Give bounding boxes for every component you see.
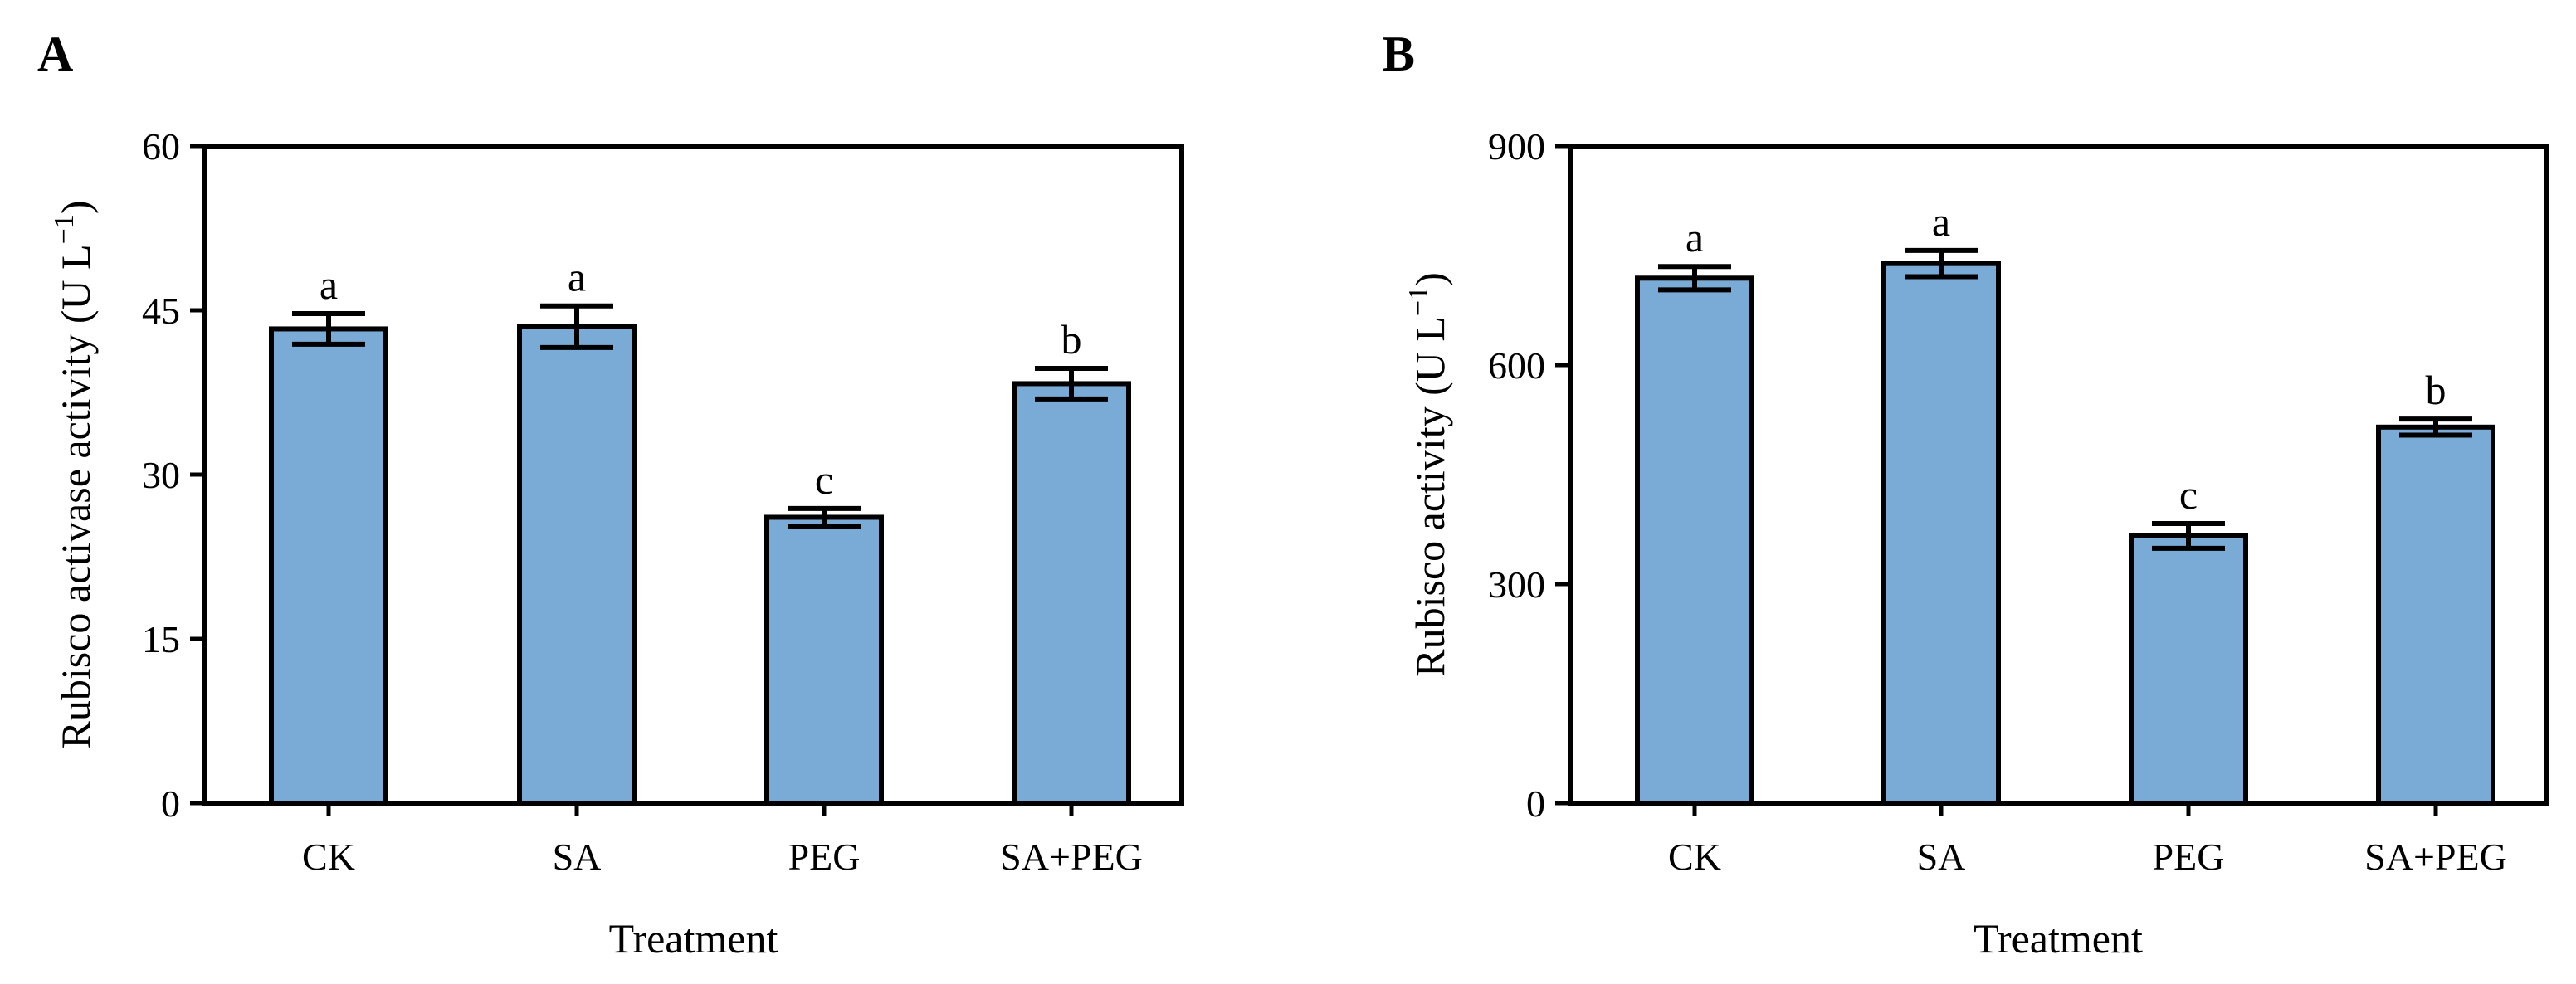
significance-label: b bbox=[2426, 367, 2447, 413]
bar-peg bbox=[764, 514, 884, 806]
bar-peg bbox=[2129, 533, 2248, 806]
y-axis-title: Rubisco activity (U L−1) bbox=[1403, 272, 1453, 677]
panel-label: A bbox=[37, 27, 73, 81]
x-tick-label: PEG bbox=[2153, 835, 2225, 878]
plot-frame bbox=[1568, 144, 2549, 806]
x-tick-label: CK bbox=[1668, 835, 1721, 878]
significance-label: c bbox=[2179, 471, 2198, 518]
x-tick-label: SA+PEG bbox=[2364, 835, 2507, 878]
significance-label: a bbox=[568, 254, 586, 300]
y-tick-label: 900 bbox=[1488, 125, 1545, 168]
plot-frame bbox=[202, 144, 1184, 806]
panel-label: B bbox=[1382, 27, 1415, 81]
significance-label: c bbox=[815, 456, 833, 503]
y-tick-label: 0 bbox=[1526, 782, 1545, 825]
x-tick-label: CK bbox=[302, 835, 355, 878]
bar-sa-plus-peg bbox=[2376, 424, 2496, 806]
y-tick-label: 0 bbox=[161, 782, 180, 825]
x-tick-label: SA+PEG bbox=[1000, 835, 1143, 878]
x-axis-title: Treatment bbox=[609, 915, 778, 962]
bar-sa bbox=[1881, 261, 2001, 806]
x-tick-label: SA bbox=[553, 835, 602, 878]
bar-sa bbox=[517, 324, 637, 806]
y-tick-label: 30 bbox=[142, 454, 180, 496]
panel-b: Ba CK a SA c PEG b SA+PEG 0 300 600 900 Treatment Rub… bbox=[1382, 27, 2549, 962]
y-tick-label: 45 bbox=[142, 290, 180, 332]
x-tick-label: PEG bbox=[788, 835, 861, 878]
bar-ck bbox=[269, 326, 388, 806]
significance-label: a bbox=[320, 261, 338, 308]
x-axis-title: Treatment bbox=[1973, 915, 2143, 962]
significance-label: a bbox=[1932, 198, 1950, 245]
y-tick-label: 60 bbox=[142, 125, 180, 168]
x-tick-label: SA bbox=[1917, 835, 1966, 878]
y-axis-title: Rubisco activase activity (U L−1) bbox=[49, 201, 99, 749]
bar-sa-plus-peg bbox=[1012, 381, 1131, 806]
y-tick-label: 600 bbox=[1488, 344, 1545, 387]
bar-ck bbox=[1635, 275, 1754, 806]
panel-a: Aa CK a SA c PEG b SA+PEG 0 15 30 45 60 Treatment Rubi… bbox=[37, 27, 1184, 962]
significance-label: a bbox=[1686, 214, 1704, 261]
significance-label: b bbox=[1061, 316, 1082, 363]
y-tick-label: 300 bbox=[1488, 563, 1545, 606]
y-tick-label: 15 bbox=[142, 618, 180, 660]
